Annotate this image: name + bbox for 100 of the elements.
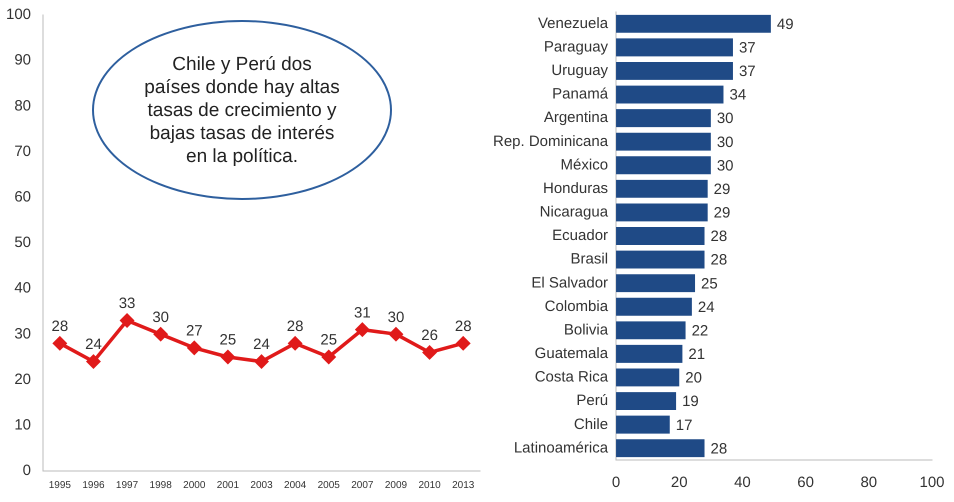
data-label: 21: [688, 346, 706, 364]
data-label: 29: [714, 204, 730, 222]
x-tick-label: 40: [734, 474, 751, 492]
y-tick-label: Chile: [574, 416, 608, 433]
y-tick-label: México: [560, 156, 608, 174]
y-tick-label: 20: [14, 370, 32, 388]
point: [53, 336, 67, 350]
x-tick-label: 20: [670, 474, 688, 492]
data-label: 28: [710, 252, 728, 269]
point: [188, 341, 202, 355]
y-tick-label: Uruguay: [551, 62, 609, 80]
point: [154, 327, 168, 341]
x-tick-label: 0: [612, 474, 620, 492]
data-label: 29: [714, 180, 730, 198]
y-tick-label: Argentina: [544, 109, 609, 126]
y-tick-label: Costa Rica: [534, 368, 609, 386]
data-label: 27: [186, 322, 203, 340]
data-label: 30: [152, 308, 170, 326]
data-label: 28: [51, 318, 68, 335]
y-tick-label: Latinoamérica: [514, 439, 609, 456]
bar: [616, 250, 705, 269]
y-tick-label: 10: [14, 416, 32, 434]
data-label: 25: [220, 332, 236, 349]
x-tick-label: 2009: [384, 480, 408, 491]
y-tick-label: Honduras: [543, 180, 608, 197]
data-label: 26: [421, 327, 438, 344]
y-tick-label: 100: [6, 6, 32, 24]
data-label: 49: [776, 16, 794, 33]
y-tick-label: Venezuela: [538, 14, 609, 32]
data-label: 28: [710, 228, 728, 246]
x-tick-label: 2003: [250, 480, 274, 491]
x-tick-label: 60: [797, 474, 814, 492]
bar: [616, 298, 692, 316]
y-tick-label: Guatemala: [534, 345, 609, 362]
x-tick-label: 1996: [82, 480, 106, 491]
bar: [616, 344, 682, 363]
data-label: 31: [354, 304, 371, 322]
data-label: 30: [388, 308, 404, 326]
bar: [616, 132, 711, 151]
data-label: 28: [286, 318, 304, 335]
data-label: 30: [716, 157, 734, 174]
y-tick-label: Brasil: [570, 250, 608, 268]
point: [422, 346, 436, 360]
y-tick-label: Bolivia: [564, 321, 609, 338]
bar: [616, 156, 711, 174]
oval-callout: Chile y Perú dos países donde hay altas tasas de crecimiento y bajas tasas de interés en la política.: [92, 20, 392, 200]
bar: [616, 38, 733, 56]
point: [356, 322, 370, 336]
data-label: 37: [738, 63, 756, 80]
data-label: 17: [676, 416, 692, 434]
y-tick-label: Colombia: [544, 298, 609, 315]
x-tick-label: 100: [919, 474, 945, 492]
x-tick-label: 1998: [150, 480, 172, 491]
x-tick-label: 2000: [183, 480, 206, 491]
x-tick-label: 80: [860, 474, 878, 492]
data-label: 30: [716, 134, 734, 151]
x-tick-label: 2001: [216, 480, 240, 491]
y-tick-label: Panamá: [552, 86, 609, 103]
bar: [616, 203, 708, 222]
point: [221, 350, 235, 364]
y-tick-label: 90: [14, 52, 32, 69]
data-label: 24: [85, 336, 102, 354]
data-label: 25: [320, 332, 338, 349]
x-tick-label: 2010: [418, 480, 442, 491]
y-tick-label: 30: [14, 325, 32, 342]
x-tick-label: 1995: [48, 480, 72, 491]
data-label: 37: [738, 40, 756, 57]
y-tick-label: 50: [14, 234, 32, 252]
data-label: 28: [454, 318, 472, 335]
bar: [616, 321, 686, 340]
bar: [616, 392, 676, 410]
point: [389, 327, 403, 341]
data-label: 28: [710, 440, 728, 458]
data-label: 30: [716, 110, 734, 128]
bar: [616, 227, 705, 245]
bar: [616, 180, 708, 198]
data-label: 34: [729, 86, 746, 104]
point: [254, 354, 268, 368]
bar: [616, 416, 670, 434]
bar: [616, 62, 733, 80]
bar: [616, 14, 771, 33]
bar: [616, 274, 696, 292]
point: [120, 314, 134, 328]
data-label: 20: [685, 370, 702, 387]
y-tick-label: Nicaragua: [540, 204, 609, 221]
y-tick-label: 0: [22, 462, 32, 480]
bar: [616, 109, 711, 128]
data-label: 19: [682, 393, 699, 410]
point: [322, 350, 336, 364]
data-label: 33: [118, 295, 136, 312]
point: [86, 354, 100, 368]
y-tick-label: El Salvador: [531, 274, 608, 292]
bar: [616, 368, 680, 386]
x-tick-label: 2007: [351, 480, 374, 491]
y-tick-label: 70: [14, 142, 32, 160]
x-tick-label: 2005: [318, 480, 340, 491]
x-tick-label: 2004: [284, 480, 307, 491]
point: [288, 336, 302, 350]
y-tick-label: Paraguay: [544, 38, 609, 56]
data-label: 22: [692, 322, 708, 340]
